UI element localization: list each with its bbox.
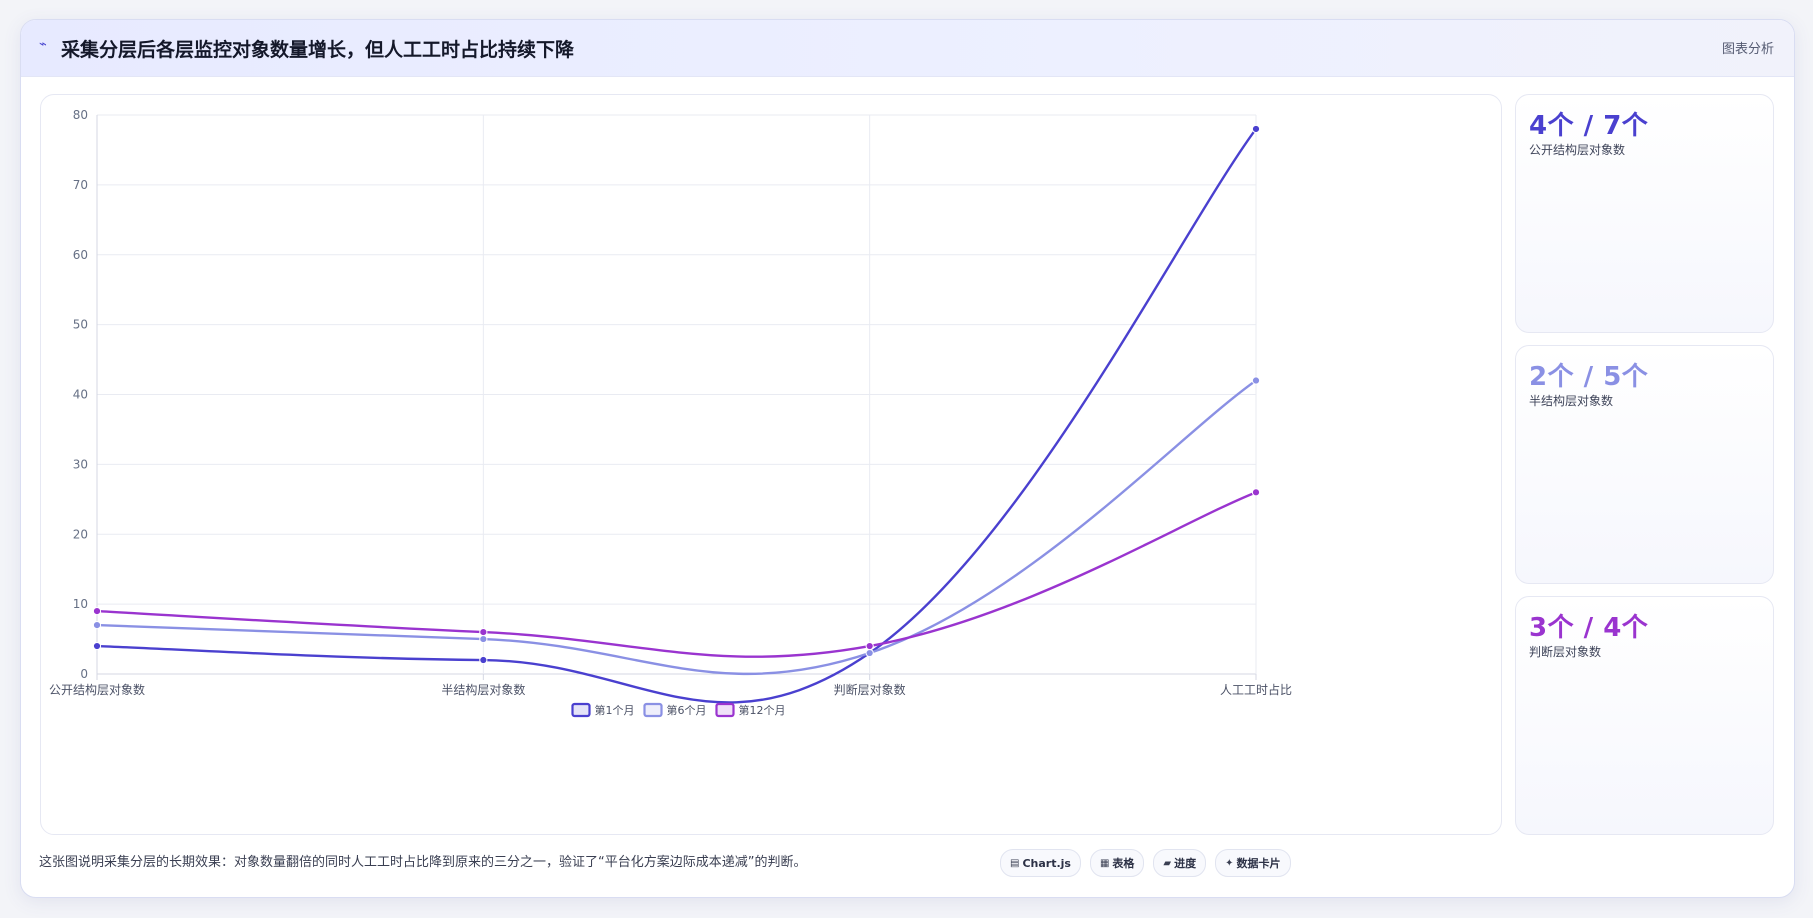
legend-label: 第1个月 — [595, 703, 635, 717]
data-point — [1251, 488, 1261, 497]
y-tick-label: 40 — [73, 388, 88, 402]
stat-card-public: 4个 / 7个 公开结构层对象数 — [1515, 94, 1774, 333]
data-point — [479, 655, 488, 665]
data-point — [92, 620, 102, 630]
trend-icon: ⌁ — [39, 37, 47, 52]
table-button[interactable]: ▦ 表格 — [1089, 849, 1145, 877]
stat-label: 公开结构层对象数 — [1529, 143, 1626, 157]
y-tick-label: 60 — [73, 248, 88, 262]
data-point — [92, 641, 102, 651]
stat-label: 判断层对象数 — [1529, 645, 1602, 659]
x-tick-label: 判断层对象数 — [834, 682, 906, 697]
card-header: ⌁ 采集分层后各层监控对象数量增长，但人工工时占比持续下降 图表分析 — [21, 20, 1794, 77]
data-point — [1251, 376, 1261, 385]
chart-title: 采集分层后各层监控对象数量增长，但人工工时占比持续下降 — [61, 39, 575, 61]
stat-value: 3个 / 4个 — [1529, 613, 1649, 643]
y-tick-label: 70 — [73, 178, 88, 192]
chart-analysis-tag: 图表分析 — [1721, 42, 1774, 57]
stat-value: 4个 / 7个 — [1529, 111, 1649, 141]
stat-value: 2个 / 5个 — [1529, 362, 1649, 392]
data-point — [92, 607, 102, 616]
legend-label: 第12个月 — [739, 703, 786, 717]
progress-button[interactable]: ▰ 进度 — [1153, 849, 1207, 877]
button-label: 表格 — [1112, 857, 1135, 870]
chart-caption: 这张图说明采集分层的长期效果：对象数量翻倍的同时人工工时占比降到原来的三分之一，… — [39, 855, 807, 870]
series-line-1 — [96, 128, 1257, 704]
stat-card-judgment: 3个 / 4个 判断层对象数 — [1515, 596, 1774, 835]
button-label: 数据卡片 — [1236, 857, 1281, 870]
data-point — [865, 641, 874, 651]
chartjs-button[interactable]: ▤ Chart.js — [1000, 849, 1081, 877]
stat-label: 半结构层对象数 — [1529, 394, 1614, 408]
y-tick-label: 80 — [73, 108, 88, 122]
y-tick-label: 20 — [73, 527, 88, 541]
x-tick-label: 人工工时占比 — [1220, 682, 1292, 697]
x-tick-label: 半结构层对象数 — [441, 682, 525, 697]
table-icon: ▦ — [1099, 857, 1110, 869]
legend-swatch — [715, 702, 735, 718]
stat-card-semi: 2个 / 5个 半结构层对象数 — [1515, 345, 1774, 584]
data-point — [1251, 124, 1261, 134]
data-point — [479, 627, 488, 637]
view-switcher: ▤ Chart.js ▦ 表格 ▰ 进度 ✦ 数据卡片 — [1000, 849, 1291, 877]
series-line-2 — [96, 379, 1257, 676]
data-point — [865, 648, 874, 658]
x-tick-label: 公开结构层对象数 — [49, 682, 145, 697]
line-chart: 0 10 20 30 40 50 60 70 80 公开结构层对象数 半结构层对象数 判断层对象数 人工… — [49, 108, 1292, 718]
legend-label: 第6个月 — [667, 703, 707, 717]
sparkle-icon: ✦ — [1225, 857, 1234, 869]
data-point — [479, 634, 488, 644]
chart-icon: ▤ — [1010, 857, 1020, 869]
legend-swatch — [643, 702, 663, 718]
button-label: 进度 — [1174, 857, 1197, 870]
button-label: Chart.js — [1022, 856, 1071, 870]
y-tick-label: 0 — [80, 667, 88, 681]
y-tick-label: 10 — [73, 597, 88, 611]
data-card-button[interactable]: ✦ 数据卡片 — [1215, 849, 1291, 877]
chart-card: ⌁ 采集分层后各层监控对象数量增长，但人工工时占比持续下降 图表分析 0 10 20… — [20, 19, 1795, 898]
legend-swatch — [571, 702, 591, 718]
series-line-3 — [96, 491, 1257, 658]
progress-icon: ▰ — [1163, 857, 1172, 869]
y-tick-label: 50 — [73, 318, 88, 332]
chart-area: 0 10 20 30 40 50 60 70 80 公开结构层对象数 半结构层对象数 判断层对象数 人工… — [40, 94, 1502, 835]
y-tick-label: 30 — [73, 457, 88, 471]
